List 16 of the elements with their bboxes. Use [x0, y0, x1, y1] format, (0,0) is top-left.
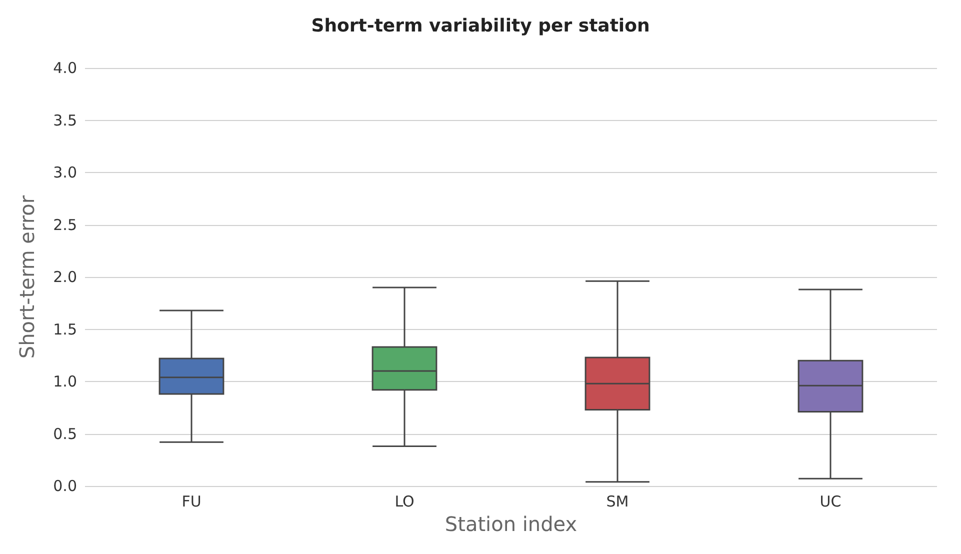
x-tick-label: SM	[606, 492, 629, 510]
y-tick-label: 1.5	[53, 320, 77, 338]
y-tick-label: 0.5	[53, 424, 77, 443]
x-tick-label: UC	[820, 492, 842, 510]
y-tick-label: 3.5	[53, 111, 77, 130]
y-tick-label: 4.0	[53, 59, 77, 77]
y-tick-label: 0.0	[53, 477, 77, 495]
x-axis-title: Station index	[444, 512, 578, 536]
y-axis-title: Short-term error	[15, 194, 39, 359]
x-tick-label: FU	[182, 492, 202, 510]
x-tick-label: LO	[394, 492, 414, 510]
chart-title: Short-term variability per station	[311, 16, 650, 36]
y-tick-label: 2.5	[53, 216, 77, 234]
y-tick-label: 1.0	[53, 372, 77, 390]
y-tick-label: 3.0	[53, 164, 77, 182]
y-tick-label: 2.0	[53, 268, 77, 286]
